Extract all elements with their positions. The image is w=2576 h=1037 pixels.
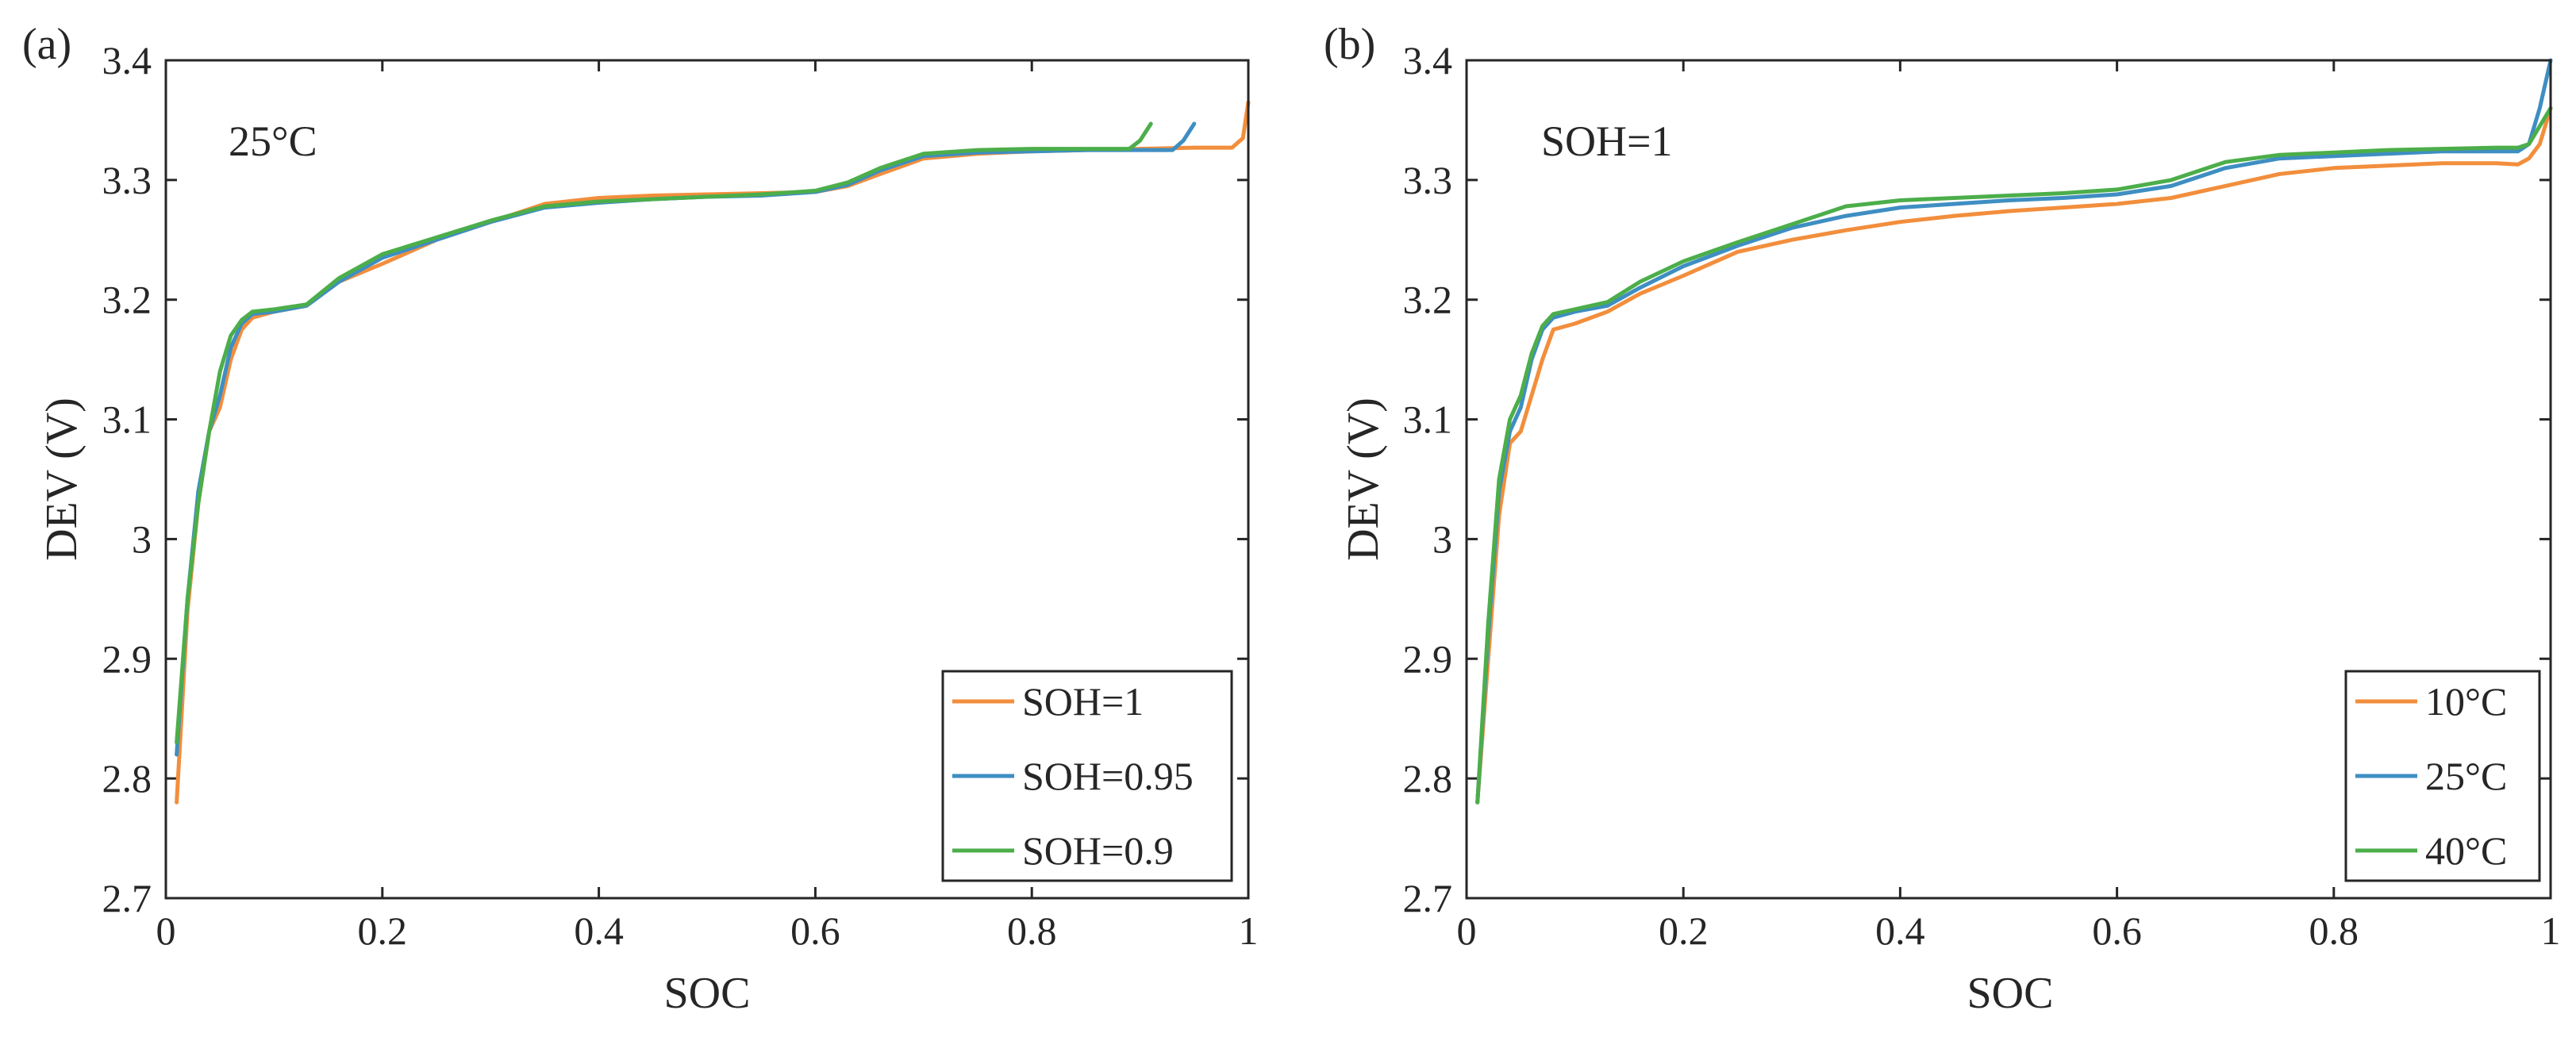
panel-b-annotation: SOH=1 bbox=[1541, 117, 1672, 165]
y-tick-label: 3.3 bbox=[102, 158, 152, 202]
x-tick-label: 0.4 bbox=[1875, 908, 1925, 953]
y-tick-label: 3.1 bbox=[1403, 398, 1453, 442]
legend-label: 25°C bbox=[2425, 754, 2507, 798]
x-tick-label: 0.8 bbox=[1007, 908, 1057, 953]
y-tick-label: 3 bbox=[1432, 517, 1452, 561]
panel-a-axes-box bbox=[164, 59, 1250, 900]
series-line-3 bbox=[175, 121, 1153, 745]
y-tick-label: 3.2 bbox=[1403, 278, 1453, 322]
series-line-1 bbox=[1475, 106, 2553, 805]
y-tick-label: 3.3 bbox=[1403, 158, 1453, 202]
x-tick-label: 1 bbox=[1239, 908, 1259, 953]
panel-a-legend: SOH=1 SOH=0.95 SOH=0.9 bbox=[941, 670, 1233, 882]
panel-a-xlabel: SOC bbox=[664, 969, 751, 1018]
panel-b-axes-box bbox=[1465, 59, 2552, 900]
panel-b-ylabel: DEV (V) bbox=[1339, 398, 1388, 561]
panel-a-ylabel: DEV (V) bbox=[37, 398, 87, 561]
panel-a-tag: (a) bbox=[22, 20, 71, 69]
legend-label: SOH=0.95 bbox=[1022, 754, 1194, 798]
legend-label: SOH=1 bbox=[1022, 679, 1144, 724]
x-tick-label: 0.2 bbox=[1659, 908, 1709, 953]
y-tick-label: 3.2 bbox=[102, 278, 152, 322]
legend-label: 40°C bbox=[2425, 828, 2507, 873]
y-tick-label: 2.8 bbox=[102, 756, 152, 801]
panel-b-tag: (b) bbox=[1324, 20, 1375, 69]
x-tick-label: 0.6 bbox=[790, 908, 840, 953]
y-tick-label: 3 bbox=[132, 517, 152, 561]
legend-label: SOH=0.9 bbox=[1022, 828, 1174, 873]
x-tick-label: 0.2 bbox=[358, 908, 408, 953]
y-tick-label: 2.9 bbox=[1403, 636, 1453, 681]
y-tick-label: 3.4 bbox=[1403, 38, 1453, 83]
x-tick-label: 0.6 bbox=[2092, 908, 2142, 953]
x-tick-label: 1 bbox=[2541, 908, 2561, 953]
x-tick-label: 0 bbox=[1457, 908, 1477, 953]
panel-b-xlabel: SOC bbox=[1967, 969, 2054, 1018]
panel-b-legend: 10°C 25°C 40°C bbox=[2344, 670, 2541, 882]
x-tick-label: 0.8 bbox=[2309, 908, 2359, 953]
y-tick-label: 2.9 bbox=[102, 636, 152, 681]
y-tick-label: 3.4 bbox=[102, 38, 152, 83]
legend-label: 10°C bbox=[2425, 679, 2507, 724]
panel-b: (b) SOH=1 SOC DEV (V) 0 0.2 0.4 0.6 0.8 1 2.7 2… bbox=[1324, 20, 2561, 1018]
y-tick-label: 3.1 bbox=[102, 398, 152, 442]
x-tick-label: 0.4 bbox=[574, 908, 624, 953]
y-tick-label: 2.7 bbox=[1403, 876, 1453, 920]
x-tick-label: 0 bbox=[156, 908, 176, 953]
panel-a-annotation: 25°C bbox=[229, 117, 317, 165]
y-tick-label: 2.8 bbox=[1403, 756, 1453, 801]
y-tick-label: 2.7 bbox=[102, 876, 152, 920]
panel-a: (a) 25°C SOC DEV (V) 0 0.2 0.4 0.6 0.8 1 2.7 2.… bbox=[22, 20, 1259, 1018]
series-line-3 bbox=[1475, 106, 2553, 805]
